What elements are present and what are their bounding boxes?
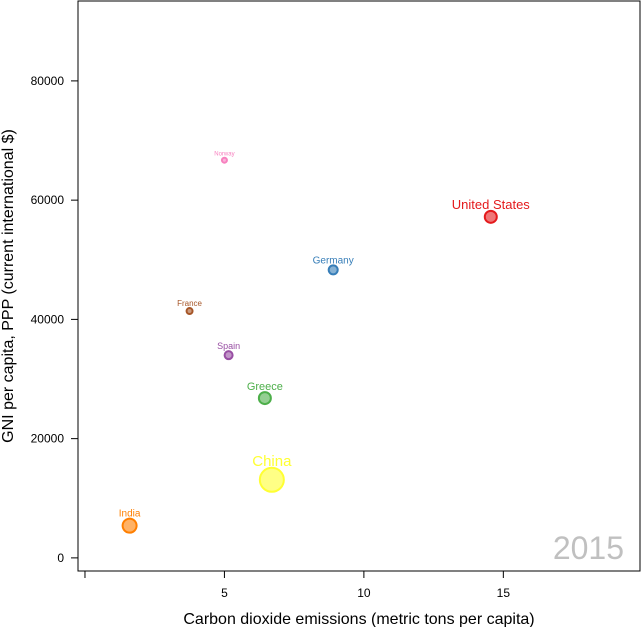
data-point xyxy=(220,156,228,164)
point-label: India xyxy=(119,509,141,520)
point-label: Greece xyxy=(247,381,283,393)
point-label: United States xyxy=(452,197,531,212)
data-point xyxy=(185,307,194,316)
year-label: 2015 xyxy=(553,530,624,566)
point-label: Spain xyxy=(217,341,240,351)
y-axis: 0 20000 40000 60000 80000 xyxy=(31,74,78,565)
y-tick-label: 20000 xyxy=(31,432,65,446)
point-label: France xyxy=(177,299,202,308)
point-label: Norway xyxy=(214,152,234,158)
data-point xyxy=(258,466,285,493)
data-point xyxy=(223,350,234,361)
x-axis: 5 10 15 xyxy=(84,571,511,600)
y-tick-label: 60000 xyxy=(31,193,65,207)
point-label: China xyxy=(252,453,292,470)
y-tick-label: 0 xyxy=(57,551,64,565)
point-label: Germany xyxy=(313,255,354,266)
y-axis-label: GNI per capita, PPP (current internation… xyxy=(0,129,17,443)
data-point xyxy=(257,391,272,406)
points: China India United States Greece Germany Spai… xyxy=(119,152,531,534)
x-tick-label: 10 xyxy=(357,586,371,600)
plot-frame xyxy=(77,0,641,572)
data-point xyxy=(121,517,138,534)
data-point xyxy=(327,264,339,276)
y-tick-label: 40000 xyxy=(31,312,65,326)
y-tick-label: 80000 xyxy=(31,74,65,88)
x-tick-label: 15 xyxy=(497,586,511,600)
x-axis-label: Carbon dioxide emissions (metric tons pe… xyxy=(183,611,534,627)
x-tick-label: 5 xyxy=(221,586,228,600)
data-point xyxy=(483,209,498,224)
